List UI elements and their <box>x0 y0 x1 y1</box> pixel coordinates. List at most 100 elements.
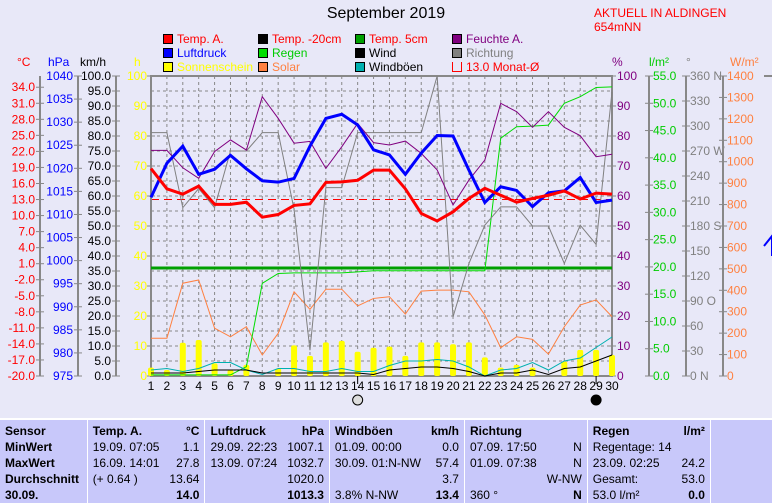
header-sensor: Sensor <box>5 424 46 438</box>
stats-cell: Regentage: 14 <box>586 439 677 455</box>
stats-cell: 01.09. 00:00 <box>328 439 426 455</box>
sunshine-bar <box>291 345 298 376</box>
x-tick-label: 17 <box>399 379 413 393</box>
stats-cell: N <box>573 456 582 470</box>
stats-cell: 29.09. 22:23 <box>204 439 283 455</box>
stats-row-label: MinWert <box>5 440 53 454</box>
unit-direction: ° <box>686 55 691 69</box>
solar-tick-label: 400 <box>727 283 747 297</box>
rain-tick-label: 50.0 <box>653 96 677 110</box>
x-tick-label: 11 <box>304 379 317 393</box>
stats-cell <box>677 439 711 455</box>
x-tick-label: 13 <box>335 379 349 393</box>
legend-swatch <box>452 48 462 58</box>
x-tick-label: 25 <box>526 379 540 393</box>
stats-cell: 1013.3 <box>287 488 324 502</box>
wind-tick-label: 75.0 <box>88 144 112 158</box>
wind-tick-label: 35.0 <box>88 264 112 278</box>
header-rain: Regen <box>586 419 677 439</box>
unit-solar: W/m² <box>730 55 759 69</box>
x-tick-label: 24 <box>510 379 524 393</box>
stats-row-label: Durchschnitt <box>5 472 80 486</box>
stats-cell: 16.09. 14:01 <box>86 455 165 471</box>
x-tick-label: 18 <box>415 379 429 393</box>
rain-tick-label: 15.0 <box>653 287 677 301</box>
wind-tick-label: 5.0 <box>94 354 111 368</box>
x-tick-label: 19 <box>430 379 444 393</box>
x-tick-label: 7 <box>243 379 250 393</box>
temp-tick-label: -5.0 <box>14 289 35 303</box>
temp-tick-label: 22.0 <box>12 144 36 158</box>
wind-tick-label: 70.0 <box>88 159 112 173</box>
x-tick-label: 16 <box>383 379 397 393</box>
pressure-tick-label: 1035 <box>46 92 73 106</box>
stats-cell: 01.09. 07:38 <box>463 455 542 471</box>
humidity-tick-label: 30 <box>617 279 631 293</box>
sun-tick-label: 100 <box>127 69 147 83</box>
legend-swatch <box>163 62 173 72</box>
legend-swatch <box>163 48 173 58</box>
humidity-tick-label: 60 <box>617 189 631 203</box>
chart-title: September 2019 <box>326 5 446 22</box>
x-tick-label: 12 <box>319 379 333 393</box>
station-label: AKTUELL IN ALDINGEN 654mNN <box>594 6 727 34</box>
legend-item: Wind <box>355 46 396 60</box>
temp-tick-label: 16.0 <box>12 176 36 190</box>
stats-cell: N <box>573 440 582 454</box>
legend-swatch <box>258 48 268 58</box>
series-feuchte-a- <box>151 95 613 207</box>
header-gust: Windböen <box>328 419 426 439</box>
humidity-tick-label: 40 <box>617 249 631 263</box>
unit-wind: km/h <box>80 55 107 69</box>
temp-tick-label: 4.0 <box>18 241 35 255</box>
legend-swatch <box>355 34 365 44</box>
humidity-tick-label: 80 <box>617 129 631 143</box>
stats-cell: 0.0 <box>442 440 459 454</box>
header-temp-unit: °C <box>185 424 200 438</box>
legend-label: Richtung <box>466 46 514 60</box>
solar-tick-label: 600 <box>727 240 747 254</box>
sun-tick-label: 40 <box>134 249 148 263</box>
solar-tick-label: 800 <box>727 198 747 212</box>
series-solar <box>151 279 613 356</box>
stats-cell: N <box>573 488 582 502</box>
humidity-tick-label: 20 <box>617 309 631 323</box>
pressure-tick-label: 1000 <box>46 254 73 268</box>
sunshine-bar <box>179 342 186 376</box>
rain-tick-label: 55.0 <box>653 69 677 83</box>
humidity-tick-label: 10 <box>617 339 631 353</box>
sunshine-bar <box>609 355 615 376</box>
stats-cell: 3.8% N-NW <box>328 487 426 503</box>
direction-tick-label: 360 N <box>690 69 722 83</box>
wind-tick-label: 0.0 <box>94 369 111 383</box>
legend-item: Temp. A. <box>163 32 224 46</box>
pressure-tick-label: 995 <box>53 277 73 291</box>
stats-cell: 0.0 <box>688 488 705 502</box>
rain-tick-label: 20.0 <box>653 260 677 274</box>
solar-tick-label: 100 <box>727 348 747 362</box>
solar-tick-label: 200 <box>727 326 747 340</box>
temp-tick-label: -20.0 <box>8 369 36 383</box>
x-tick-label: 6 <box>227 379 234 393</box>
humidity-tick-label: 90 <box>617 99 631 113</box>
x-tick-label: 1 <box>148 379 155 393</box>
sunshine-bar <box>529 367 536 376</box>
sunshine-bar <box>338 340 345 376</box>
legend-label: Regen <box>272 46 308 60</box>
x-tick-label: 30 <box>605 379 619 393</box>
pressure-tick-label: 1010 <box>46 207 73 221</box>
stats-header-row: Sensor Temp. A. °C Luftdruck hPa Windböe… <box>0 419 772 439</box>
series-wind <box>151 354 613 377</box>
wind-tick-label: 50.0 <box>88 219 112 233</box>
legend-swatch <box>258 62 268 72</box>
solar-tick-label: 1100 <box>727 133 753 147</box>
wind-tick-label: 100.0 <box>81 69 111 83</box>
legend-swatch <box>452 34 462 44</box>
stats-cell: 14.0 <box>176 488 200 502</box>
pressure-tick-label: 1030 <box>46 115 73 129</box>
wind-tick-label: 30.0 <box>88 279 112 293</box>
header-direction: Richtung <box>463 419 542 439</box>
solar-tick-label: 500 <box>727 262 747 276</box>
legend-item: Sonnenschein <box>163 60 253 74</box>
sun-tick-label: 90 <box>134 99 148 113</box>
